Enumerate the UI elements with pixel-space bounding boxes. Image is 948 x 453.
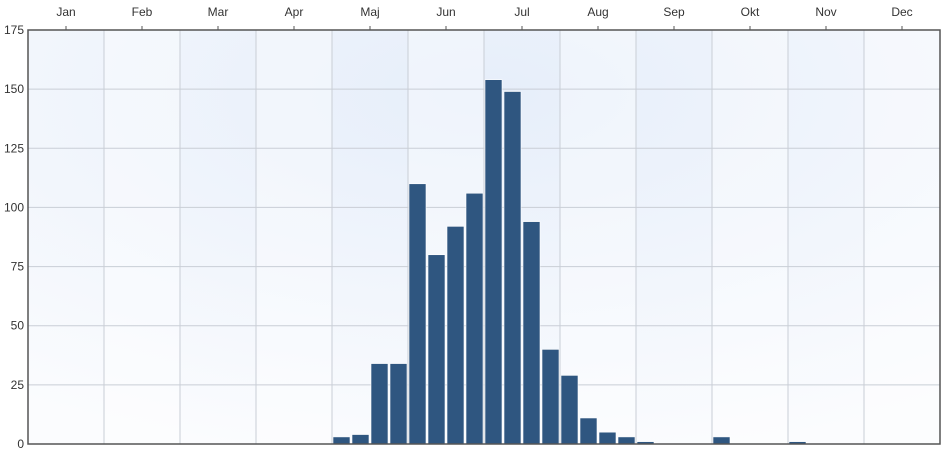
y-tick-label: 0 [17,437,24,451]
bar [370,363,389,445]
y-tick-label: 75 [11,260,25,274]
y-tick-label: 25 [11,378,25,392]
month-band [864,30,940,444]
month-label: Apr [285,5,304,19]
bar [484,79,503,445]
bar [522,221,541,445]
y-tick-label: 100 [4,200,24,214]
month-label: Aug [587,5,608,19]
month-label: Mar [208,5,229,19]
bar [560,375,579,445]
month-band [712,30,788,444]
bar [617,436,636,445]
month-label: Dec [891,5,912,19]
bar [465,192,484,445]
month-label: Maj [360,5,379,19]
month-label: Nov [815,5,836,19]
x-axis-ticks: Jan Feb Mar Apr Maj Jun Jul Aug Sep Okt Nov Dec [56,5,913,30]
grid [28,30,940,444]
month-label: Sep [663,5,685,19]
y-axis-ticks: 0 25 50 75 100 125 150 175 [4,23,24,451]
plot-border [27,29,941,445]
bar [446,226,465,445]
y-tick-label: 150 [4,82,24,96]
month-band [104,30,180,444]
month-band [560,30,636,444]
y-tick-label: 50 [11,319,25,333]
bars [332,79,807,445]
bar [408,183,427,445]
bar [579,417,598,445]
month-label: Feb [132,5,153,19]
bar [712,436,731,445]
month-label: Okt [741,5,760,19]
month-label: Jan [56,5,75,19]
bar [332,436,351,445]
bar [503,91,522,445]
bar [541,349,560,445]
bar [427,254,446,445]
y-tick-label: 125 [4,141,24,155]
y-tick-label: 175 [4,23,24,37]
bar [351,434,370,445]
bar [389,363,408,445]
month-label: Jun [436,5,455,19]
month-label: Jul [514,5,529,19]
month-band [256,30,332,444]
bar [598,431,617,445]
